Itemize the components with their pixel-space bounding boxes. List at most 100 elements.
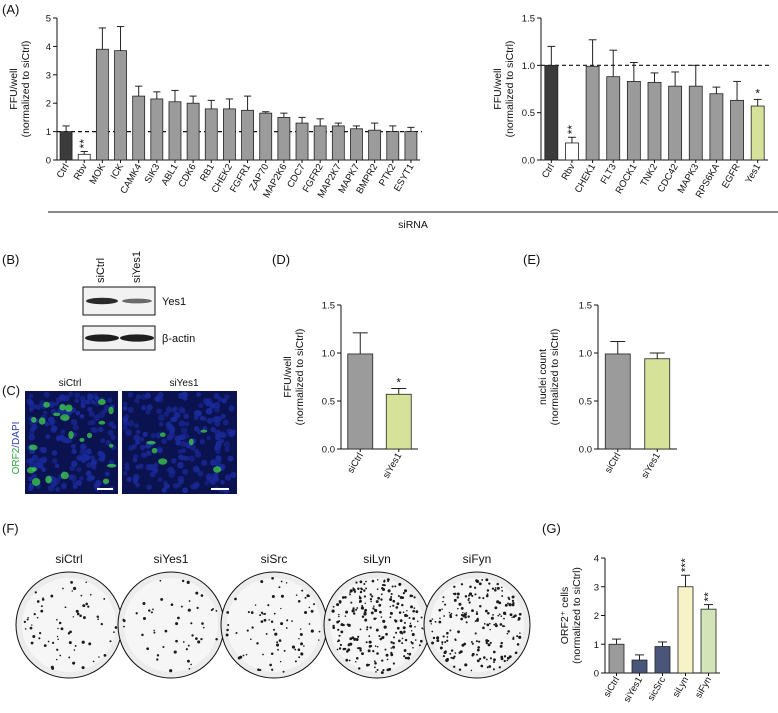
colony	[141, 633, 144, 637]
colony	[257, 668, 260, 671]
colony	[463, 613, 466, 617]
colony	[512, 601, 515, 605]
nucleus	[55, 434, 62, 441]
nucleus	[230, 471, 237, 479]
colony	[480, 664, 484, 668]
y-tick-label: 0.0	[522, 156, 535, 167]
nucleus	[79, 476, 84, 481]
colony	[491, 587, 495, 590]
nucleus	[107, 429, 114, 436]
colony	[506, 659, 509, 662]
colony	[304, 596, 307, 599]
nucleus	[214, 443, 222, 450]
nucleus	[99, 456, 106, 462]
y-tick-label: 0.5	[522, 108, 535, 119]
colony	[374, 608, 378, 613]
colony	[353, 637, 357, 641]
colony	[476, 611, 478, 613]
colony	[514, 651, 518, 655]
colony	[82, 604, 86, 608]
y-axis-label: ORF2⁺ cells	[559, 587, 571, 644]
colony	[502, 624, 505, 628]
colony	[403, 655, 406, 658]
nucleus	[204, 481, 209, 486]
colony	[352, 612, 356, 615]
nucleus	[50, 480, 57, 488]
colony	[338, 615, 340, 618]
colony	[259, 668, 262, 672]
nucleus	[104, 404, 110, 411]
colony	[68, 656, 71, 659]
colony	[389, 605, 392, 608]
bar-rb1	[204, 108, 218, 161]
colony	[496, 586, 500, 590]
colony	[499, 644, 503, 648]
colony	[43, 644, 47, 648]
colony	[271, 594, 275, 598]
colony	[457, 607, 459, 610]
significance-mark: ***	[679, 558, 693, 572]
colony	[148, 609, 151, 612]
nucleus	[102, 408, 108, 414]
colony	[452, 656, 455, 660]
colony	[200, 637, 203, 641]
nucleus	[76, 480, 83, 486]
colony	[196, 606, 199, 610]
colony	[328, 618, 331, 622]
colony	[342, 623, 345, 627]
colony	[340, 630, 344, 634]
colony	[291, 620, 293, 622]
colony	[56, 648, 59, 651]
dish-inner	[330, 578, 424, 672]
nucleus	[53, 401, 60, 407]
nucleus	[76, 466, 82, 473]
nucleus	[72, 484, 78, 489]
x-tick-label: sicSrc	[646, 675, 669, 703]
y-tick-label: 0	[46, 156, 51, 167]
colony	[197, 640, 201, 644]
nucleus	[195, 467, 201, 473]
y-tick-label: 1.0	[579, 349, 592, 360]
colony	[191, 634, 194, 637]
colony	[468, 594, 470, 597]
bar-yes1	[750, 105, 765, 161]
nucleus	[29, 457, 35, 463]
x-tick-label: siCtrl	[346, 451, 366, 475]
x-tick-label: Ctrl	[55, 162, 72, 180]
colony	[508, 603, 512, 607]
colony	[308, 623, 311, 625]
colony	[516, 635, 519, 638]
nucleus	[86, 393, 94, 401]
chart-e: 0.0 0.5 1.0 1.5 nuclei count (normalized to s…	[537, 301, 677, 480]
colony	[75, 609, 79, 613]
colony	[187, 608, 191, 612]
colony	[349, 592, 351, 594]
colony	[371, 595, 374, 598]
nucleus	[142, 432, 148, 438]
colony	[175, 639, 178, 643]
bar-bmpr2	[368, 129, 382, 161]
colony	[36, 616, 39, 619]
colony	[431, 618, 434, 620]
nucleus	[122, 406, 128, 411]
colony	[359, 628, 362, 631]
x-tick-label: EGFR	[720, 162, 743, 190]
colony	[357, 635, 360, 638]
colony	[518, 635, 522, 639]
colony	[490, 616, 494, 620]
colony	[404, 613, 408, 618]
colony	[453, 598, 457, 602]
nucleus	[145, 450, 151, 456]
nucleus	[193, 414, 199, 421]
colony	[376, 652, 379, 655]
nucleus	[60, 483, 67, 490]
colony	[89, 593, 92, 596]
colony	[308, 606, 311, 609]
orf2-signal	[31, 477, 41, 486]
colony	[291, 645, 296, 649]
colony	[235, 631, 238, 634]
bar-cdc42	[668, 85, 683, 161]
colony	[267, 604, 270, 607]
nucleus	[158, 421, 164, 427]
nucleus	[85, 470, 92, 477]
